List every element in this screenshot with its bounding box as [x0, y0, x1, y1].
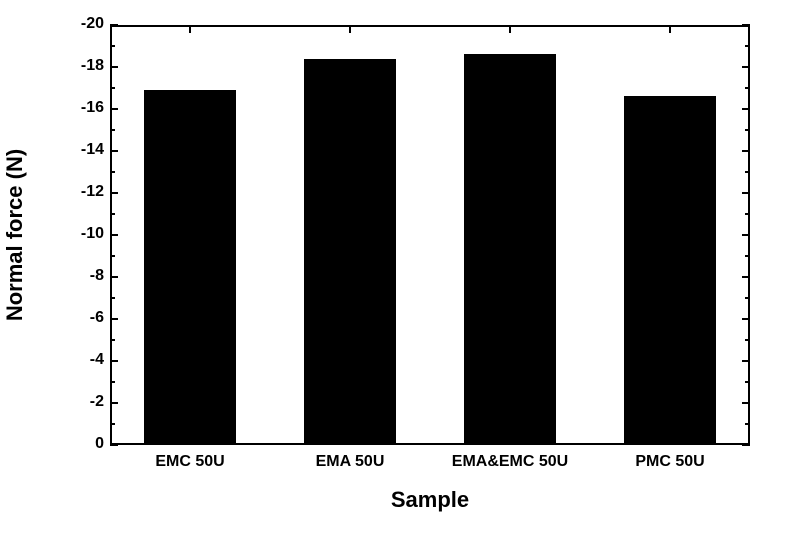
ytick-minor	[745, 339, 750, 341]
ytick-minor	[110, 255, 115, 257]
xtick-label: EMC 50U	[155, 453, 224, 471]
ytick-label: -6	[90, 309, 104, 327]
ytick-label: -14	[81, 141, 104, 159]
ytick-minor	[110, 45, 115, 47]
ytick-minor	[745, 129, 750, 131]
ytick-mark	[742, 108, 750, 110]
ytick-mark	[742, 192, 750, 194]
ytick-minor	[110, 423, 115, 425]
ytick-minor	[110, 213, 115, 215]
ytick-mark	[110, 150, 118, 152]
ytick-mark	[742, 402, 750, 404]
ytick-label: -18	[81, 57, 104, 75]
ytick-mark	[742, 150, 750, 152]
ytick-mark	[742, 318, 750, 320]
ytick-mark	[110, 318, 118, 320]
ytick-label: -12	[81, 183, 104, 201]
ytick-minor	[110, 87, 115, 89]
ytick-minor	[110, 171, 115, 173]
ytick-label: -10	[81, 225, 104, 243]
ytick-mark	[110, 276, 118, 278]
xtick-label: EMA&EMC 50U	[452, 453, 568, 471]
ytick-minor	[110, 381, 115, 383]
ytick-label: 0	[95, 435, 104, 453]
bar	[464, 54, 557, 445]
ytick-mark	[742, 66, 750, 68]
ytick-mark	[110, 360, 118, 362]
y-axis-label: Normal force (N)	[2, 149, 28, 321]
ytick-mark	[742, 360, 750, 362]
ytick-minor	[110, 339, 115, 341]
xtick-mark	[349, 25, 351, 33]
xtick-label: PMC 50U	[635, 453, 704, 471]
ytick-minor	[745, 255, 750, 257]
chart-container: Normal force (N) Sample 0 -2 -4 -6 -8 -10 -12 -…	[0, 0, 785, 547]
ytick-label: -4	[90, 351, 104, 369]
ytick-minor	[110, 297, 115, 299]
ytick-mark	[110, 402, 118, 404]
ytick-minor	[745, 171, 750, 173]
ytick-mark	[742, 24, 750, 26]
ytick-mark	[110, 444, 118, 446]
ytick-minor	[745, 45, 750, 47]
xtick-mark	[509, 25, 511, 33]
ytick-label: -16	[81, 99, 104, 117]
ytick-mark	[742, 444, 750, 446]
ytick-mark	[110, 66, 118, 68]
ytick-mark	[742, 276, 750, 278]
ytick-label: -2	[90, 393, 104, 411]
ytick-minor	[745, 297, 750, 299]
bar	[144, 90, 237, 445]
ytick-minor	[110, 129, 115, 131]
bar	[304, 59, 397, 445]
xtick-label: EMA 50U	[316, 453, 385, 471]
ytick-minor	[745, 423, 750, 425]
ytick-minor	[745, 381, 750, 383]
ytick-mark	[742, 234, 750, 236]
x-axis-label: Sample	[391, 487, 469, 513]
ytick-mark	[110, 192, 118, 194]
xtick-mark	[669, 25, 671, 33]
ytick-label: -20	[81, 15, 104, 33]
ytick-minor	[745, 87, 750, 89]
ytick-mark	[110, 108, 118, 110]
ytick-mark	[110, 234, 118, 236]
ytick-mark	[110, 24, 118, 26]
ytick-label: -8	[90, 267, 104, 285]
ytick-minor	[745, 213, 750, 215]
bar	[624, 96, 717, 445]
xtick-mark	[189, 25, 191, 33]
